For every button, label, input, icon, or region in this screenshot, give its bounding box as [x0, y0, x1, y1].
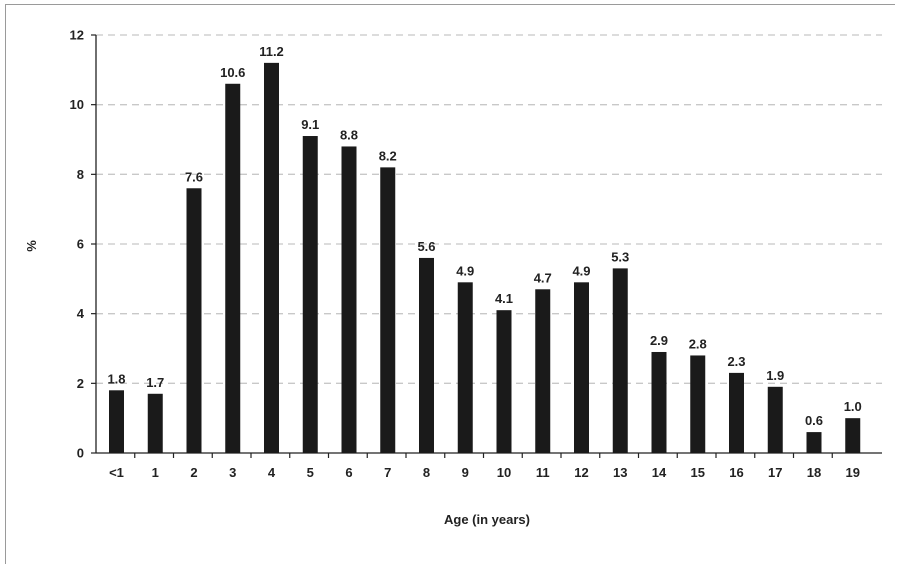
x-tick-label: 3 — [229, 465, 236, 480]
data-label: 5.3 — [611, 249, 629, 264]
data-label: 7.6 — [185, 169, 203, 184]
y-tick-label: 4 — [77, 306, 85, 321]
data-label: 0.6 — [805, 413, 823, 428]
bar — [457, 282, 473, 453]
data-label: 4.1 — [495, 291, 513, 306]
y-tick-label: 2 — [77, 376, 84, 391]
y-tick-label: 0 — [77, 446, 84, 461]
bar — [341, 146, 357, 453]
bar — [186, 188, 202, 453]
y-tick-label: 10 — [70, 97, 84, 112]
y-axis-label: % — [24, 240, 39, 252]
y-tick-label: 6 — [77, 237, 84, 252]
data-label: 8.8 — [340, 127, 358, 142]
bar — [690, 355, 706, 453]
bar — [496, 310, 512, 453]
x-tick-label: 9 — [462, 465, 469, 480]
chart-frame — [5, 4, 895, 564]
bar — [147, 393, 163, 453]
x-tick-label: 12 — [574, 465, 588, 480]
x-tick-label: 2 — [190, 465, 197, 480]
data-label: 4.7 — [534, 270, 552, 285]
x-tick-label: 14 — [652, 465, 667, 480]
x-tick-label: 7 — [384, 465, 391, 480]
bar — [419, 257, 434, 453]
x-tick-label: 11 — [536, 465, 550, 480]
data-label: 4.9 — [572, 263, 590, 278]
x-tick-label: 16 — [729, 465, 743, 480]
x-tick-label: 4 — [268, 465, 276, 480]
bar — [612, 268, 628, 453]
bar — [225, 83, 241, 454]
bar — [729, 372, 744, 453]
data-labels: 1.8 1.7 7.6 10.6 11.2 9.1 8.8 8.2 5.6 4.9 4.1 4.7 4.… — [107, 44, 861, 428]
x-tick-label: 17 — [768, 465, 782, 480]
data-label: 8.2 — [379, 148, 397, 163]
bar — [109, 390, 124, 453]
data-label: 4.9 — [456, 263, 474, 278]
bar — [845, 418, 861, 453]
bar — [574, 282, 589, 453]
bar — [302, 136, 318, 453]
data-label: 1.9 — [766, 368, 784, 383]
data-label: 9.1 — [301, 117, 319, 132]
x-tick-label: 1 — [152, 465, 159, 480]
x-tick-label: <1 — [109, 465, 124, 480]
data-label: 2.8 — [689, 336, 707, 351]
x-tick-label: 5 — [307, 465, 314, 480]
x-axis-label: Age (in years) — [444, 512, 530, 527]
data-label: 2.9 — [650, 333, 668, 348]
bar — [651, 351, 667, 453]
x-tick-label: 19 — [846, 465, 860, 480]
bar — [264, 62, 279, 453]
data-label: 1.0 — [844, 399, 862, 414]
data-label: 1.7 — [146, 375, 164, 390]
bars — [109, 62, 861, 454]
x-tick-label: 8 — [423, 465, 430, 480]
y-axis: 0 2 4 6 8 10 12 — [70, 28, 97, 461]
x-tick-label: 6 — [345, 465, 352, 480]
bar — [535, 289, 551, 453]
grid-lines — [96, 34, 882, 384]
x-tick-label: 13 — [613, 465, 627, 480]
x-axis: <1 1 2 3 4 5 6 7 8 9 10 11 12 13 14 15 16 17 18 19 — [96, 452, 882, 480]
data-label: 11.2 — [259, 44, 284, 59]
data-label: 10.6 — [220, 65, 245, 80]
data-label: 5.6 — [417, 239, 435, 254]
x-tick-label: 18 — [807, 465, 821, 480]
data-label: 1.8 — [107, 371, 125, 386]
x-tick-label: 10 — [497, 465, 511, 480]
data-label: 2.3 — [727, 354, 745, 369]
bar — [380, 167, 396, 453]
bar — [806, 432, 822, 453]
y-tick-label: 12 — [70, 28, 84, 43]
bar — [767, 386, 783, 453]
y-tick-label: 8 — [77, 167, 84, 182]
x-tick-label: 15 — [691, 465, 705, 480]
